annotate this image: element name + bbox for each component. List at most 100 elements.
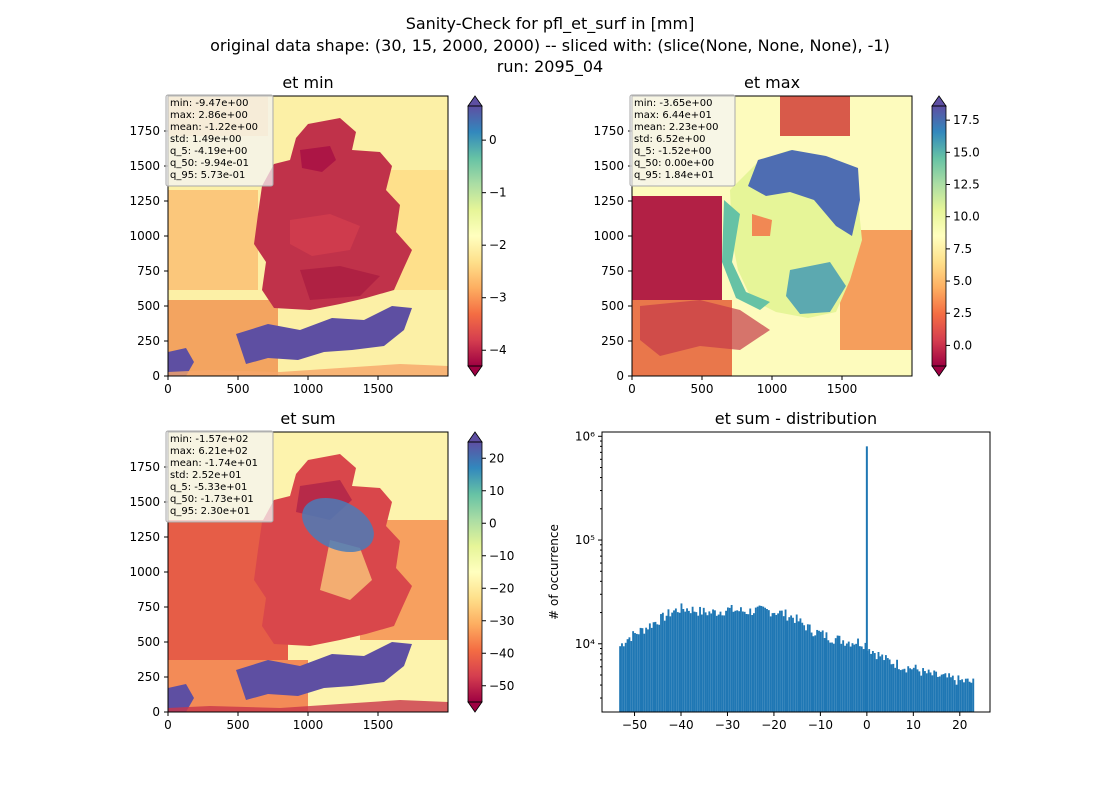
y-tick-label: 1750 bbox=[593, 124, 624, 138]
heatmap-image bbox=[168, 96, 448, 376]
x-tick-label: 1000 bbox=[293, 382, 324, 396]
histogram-spike-bar bbox=[865, 446, 868, 712]
colorbar-tick-label: 2.5 bbox=[953, 306, 972, 320]
histogram-bar bbox=[656, 624, 659, 712]
stat-line: mean: -1.22e+00 bbox=[170, 122, 258, 133]
stat-line: q_95: 2.30e+01 bbox=[170, 506, 250, 517]
colorbar-tick-label: −20 bbox=[489, 581, 514, 595]
stat-line: std: 2.52e+01 bbox=[170, 470, 242, 481]
histogram-bar bbox=[814, 635, 817, 712]
histogram-bar bbox=[630, 641, 633, 712]
x-tick-label: 1500 bbox=[827, 382, 858, 396]
x-tick-label: 1000 bbox=[293, 718, 324, 732]
histogram-bar bbox=[831, 642, 833, 712]
histogram-bar bbox=[743, 611, 746, 712]
colorbar-tick-label: −30 bbox=[489, 614, 514, 628]
histogram-bar bbox=[901, 669, 904, 712]
x-tick-label: 0 bbox=[164, 718, 172, 732]
histogram-bar bbox=[740, 607, 742, 712]
y-tick-label: 1750 bbox=[129, 460, 160, 474]
histogram-bar bbox=[684, 611, 687, 712]
histogram-bar bbox=[754, 607, 757, 712]
histogram-bar bbox=[736, 610, 739, 712]
histogram-bar bbox=[864, 642, 867, 712]
panel-et-sum: et sum 0 500 1000 1500 0 250 500 750 10 bbox=[129, 409, 514, 732]
hist-ylabel: # of occurrence bbox=[547, 524, 561, 620]
histogram-bar bbox=[751, 615, 754, 712]
histogram-bar bbox=[775, 614, 778, 712]
histogram-bar bbox=[643, 633, 646, 712]
histogram-bar bbox=[795, 614, 798, 712]
histogram-bar bbox=[665, 615, 668, 712]
colorbar-tick-label: −1 bbox=[489, 186, 507, 200]
y-tick-label: 250 bbox=[137, 334, 160, 348]
histogram-bar bbox=[660, 614, 662, 712]
histogram-bar bbox=[741, 611, 744, 712]
histogram-bar bbox=[678, 612, 681, 712]
x-tick-label: 0 bbox=[863, 718, 871, 732]
histogram-bar bbox=[916, 669, 919, 712]
colorbar-tick-label: 20 bbox=[489, 451, 504, 465]
colorbar-tick-label: 5.0 bbox=[953, 274, 972, 288]
histogram-bar bbox=[959, 680, 962, 712]
histogram-bar bbox=[732, 611, 735, 712]
histogram-bar bbox=[645, 627, 648, 712]
histogram-bar bbox=[853, 644, 856, 712]
colorbar-tick-label: 10 bbox=[489, 484, 504, 498]
y-tick-label: 0 bbox=[616, 369, 624, 383]
histogram-bar bbox=[799, 618, 802, 712]
stat-line: max: 6.21e+02 bbox=[170, 446, 248, 457]
histogram-bar bbox=[819, 631, 822, 712]
stat-line: q_50: 0.00e+00 bbox=[634, 158, 714, 169]
histogram-bar bbox=[682, 609, 685, 712]
x-tick-label: 1500 bbox=[363, 718, 394, 732]
histogram-bar bbox=[972, 678, 975, 712]
histogram-bar bbox=[961, 679, 964, 712]
histogram-bar bbox=[641, 628, 644, 712]
histogram-bar bbox=[860, 646, 863, 712]
x-axis-ticks: 0 500 1000 1500 bbox=[164, 376, 393, 396]
colorbar-tick-label: 12.5 bbox=[953, 178, 980, 192]
histogram-bar bbox=[816, 629, 819, 712]
stat-line: std: 6.52e+00 bbox=[634, 134, 706, 145]
histogram-bar bbox=[892, 663, 895, 712]
histogram-bar bbox=[654, 621, 657, 712]
histogram-bar bbox=[667, 609, 670, 712]
y-tick-label: 1000 bbox=[129, 229, 160, 243]
histogram-bar bbox=[903, 668, 906, 712]
stat-line: q_5: -1.52e+00 bbox=[634, 146, 711, 157]
hist-x-axis: −50 −40 −30 −20 −10 0 10 20 bbox=[622, 712, 967, 732]
histogram-bar bbox=[793, 622, 796, 712]
histogram-bar bbox=[661, 612, 664, 712]
histogram-bar bbox=[942, 674, 945, 712]
heatmap-image bbox=[168, 432, 448, 712]
histogram-bar bbox=[886, 658, 889, 712]
histogram-bar bbox=[762, 606, 765, 712]
y-tick-label: 500 bbox=[137, 299, 160, 313]
histogram-bar bbox=[927, 669, 930, 712]
histogram-bar bbox=[686, 608, 688, 712]
stat-line: min: -1.57e+02 bbox=[170, 434, 249, 445]
colorbar-tick-label: 7.5 bbox=[953, 242, 972, 256]
stat-line: q_50: -1.73e+01 bbox=[170, 494, 254, 505]
colorbar-tick-label: −2 bbox=[489, 238, 507, 252]
histogram-bar bbox=[779, 610, 781, 712]
histogram-bar bbox=[918, 671, 921, 712]
histogram-bar bbox=[634, 633, 636, 712]
histogram-bar bbox=[806, 624, 809, 712]
histogram-bar bbox=[825, 632, 828, 712]
histogram-bar bbox=[621, 643, 623, 712]
histogram-bar bbox=[658, 624, 661, 712]
histogram-bar bbox=[745, 614, 748, 712]
histogram-bar bbox=[905, 672, 908, 712]
histogram-bar bbox=[767, 610, 770, 712]
y-tick-label: 0 bbox=[152, 705, 160, 719]
histogram-bar bbox=[858, 646, 861, 712]
histogram-bar bbox=[669, 616, 672, 712]
stat-line: q_95: 1.84e+01 bbox=[634, 170, 714, 181]
histogram-bar bbox=[884, 655, 887, 712]
stat-line: mean: 2.23e+00 bbox=[634, 122, 718, 133]
y-tick-label: 10⁵ bbox=[575, 533, 595, 547]
colorbar-tick-label: 0.0 bbox=[953, 338, 972, 352]
histogram-bar bbox=[647, 629, 649, 712]
